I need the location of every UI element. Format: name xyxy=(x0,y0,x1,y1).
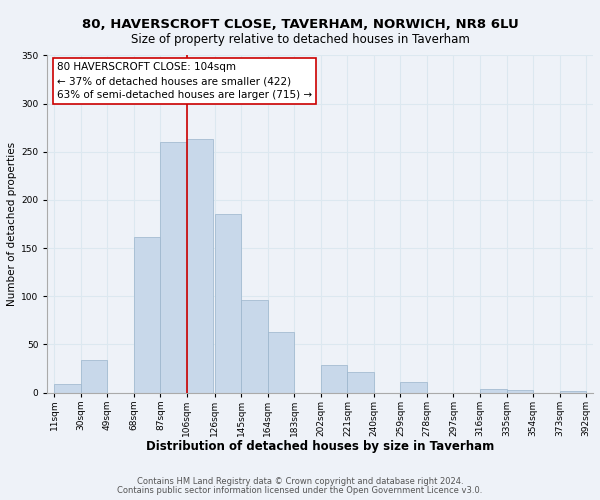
Bar xyxy=(347,372,374,392)
Bar xyxy=(160,142,187,393)
Text: Contains HM Land Registry data © Crown copyright and database right 2024.: Contains HM Land Registry data © Crown c… xyxy=(137,477,463,486)
Bar xyxy=(241,300,268,392)
Bar xyxy=(81,360,107,392)
Y-axis label: Number of detached properties: Number of detached properties xyxy=(7,142,17,306)
Bar xyxy=(215,214,241,392)
Text: 80 HAVERSCROFT CLOSE: 104sqm
← 37% of detached houses are smaller (422)
63% of s: 80 HAVERSCROFT CLOSE: 104sqm ← 37% of de… xyxy=(57,62,312,100)
Bar xyxy=(506,390,533,392)
Bar xyxy=(55,384,81,392)
X-axis label: Distribution of detached houses by size in Taverham: Distribution of detached houses by size … xyxy=(146,440,494,453)
Bar xyxy=(321,364,347,392)
Bar xyxy=(560,390,586,392)
Bar xyxy=(268,332,295,392)
Bar xyxy=(187,139,214,392)
Text: Contains public sector information licensed under the Open Government Licence v3: Contains public sector information licen… xyxy=(118,486,482,495)
Text: 80, HAVERSCROFT CLOSE, TAVERHAM, NORWICH, NR8 6LU: 80, HAVERSCROFT CLOSE, TAVERHAM, NORWICH… xyxy=(82,18,518,30)
Bar xyxy=(400,382,427,392)
Bar xyxy=(134,236,160,392)
Text: Size of property relative to detached houses in Taverham: Size of property relative to detached ho… xyxy=(131,32,469,46)
Bar xyxy=(480,388,506,392)
